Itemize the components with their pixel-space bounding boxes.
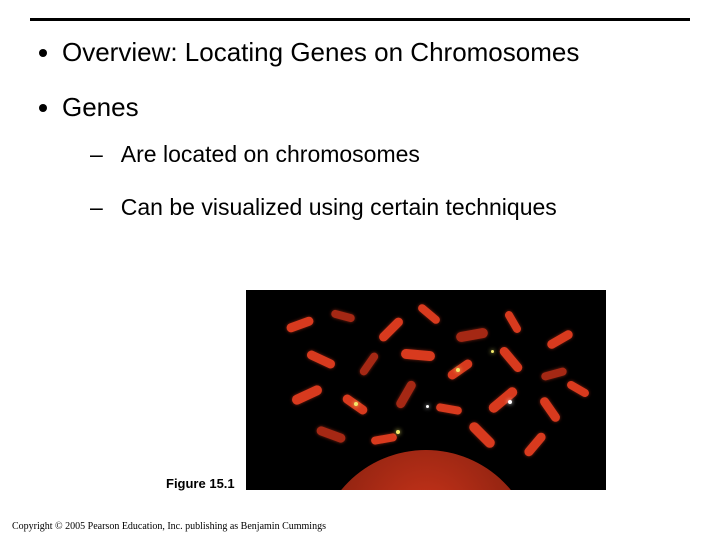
sub-bullet-visualized-text: Can be visualized using certain techniqu… bbox=[121, 194, 557, 220]
bullet-genes-label: Genes bbox=[62, 92, 139, 122]
figure-wrap: Figure 15.1 bbox=[176, 290, 606, 490]
bullet-genes: Genes – Are located on chromosomes – Can… bbox=[62, 90, 690, 223]
figure-label: Figure 15.1 bbox=[166, 476, 235, 491]
bullet-list: Overview: Locating Genes on Chromosomes … bbox=[30, 35, 690, 223]
sub-bullet-located: – Are located on chromosomes bbox=[90, 139, 690, 170]
slide: Overview: Locating Genes on Chromosomes … bbox=[0, 0, 720, 540]
title-rule bbox=[30, 18, 690, 21]
figure-image bbox=[246, 290, 606, 490]
bullet-overview: Overview: Locating Genes on Chromosomes bbox=[62, 35, 690, 70]
sub-bullet-visualized: – Can be visualized using certain techni… bbox=[90, 192, 690, 223]
sub-bullet-located-text: Are located on chromosomes bbox=[121, 141, 420, 167]
copyright-text: Copyright © 2005 Pearson Education, Inc.… bbox=[12, 521, 326, 532]
sub-bullet-list: – Are located on chromosomes – Can be vi… bbox=[62, 139, 690, 223]
